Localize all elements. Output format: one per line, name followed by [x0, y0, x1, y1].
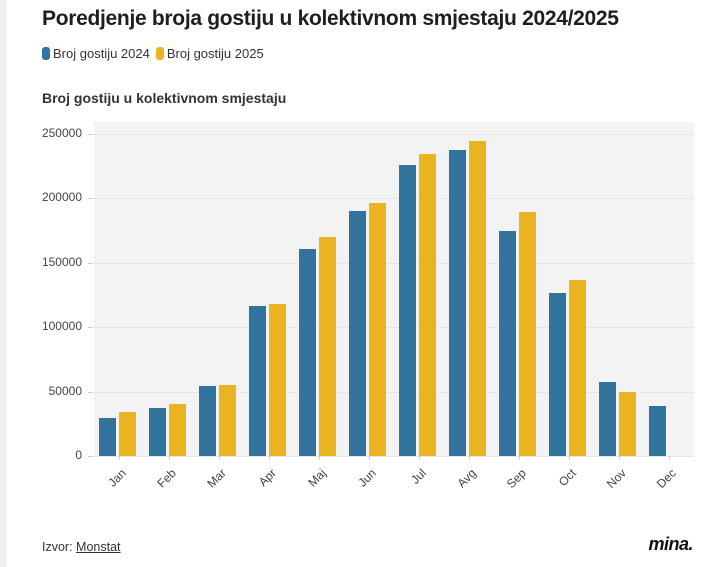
bar-avg-2025[interactable]: [469, 140, 486, 456]
y-tick-mark: [88, 456, 93, 457]
bar-sep-2024[interactable]: [499, 231, 516, 456]
bar-jun-2024[interactable]: [349, 211, 366, 456]
x-axis-label: Avg: [454, 466, 479, 491]
bar-chart: 0 50000 100000 150000 200000 250000 Jan Feb Mar A…: [41, 122, 694, 492]
bar-maj-2025[interactable]: [319, 237, 336, 456]
bar-oct-2025[interactable]: [569, 279, 586, 456]
y-tick-mark: [88, 134, 93, 135]
y-tick-mark: [88, 198, 93, 199]
chart-title: Poredjenje broja gostiju u kolektivnom s…: [42, 7, 619, 30]
bar-oct-2024[interactable]: [549, 293, 566, 456]
legend-swatch-2025: [155, 47, 164, 60]
mina-logo: mina.: [648, 534, 693, 554]
x-tick-mark: [119, 456, 120, 460]
chart-subtitle: Broj gostiju u kolektivnom smjestaju: [42, 90, 287, 106]
legend-label-2025: Broj gostiju 2025: [166, 46, 264, 61]
x-tick-mark: [319, 456, 320, 460]
x-tick-mark: [419, 456, 420, 460]
bar-jan-2024[interactable]: [99, 417, 116, 456]
bar-apr-2025[interactable]: [269, 304, 286, 456]
bar-maj-2024[interactable]: [299, 249, 316, 456]
legend-label-2024: Broj gostiju 2024: [53, 46, 150, 61]
x-axis-label: Mar: [204, 466, 229, 491]
x-axis-label: Jun: [355, 466, 379, 490]
x-axis-label: Maj: [305, 466, 329, 490]
plot-area: [94, 122, 694, 456]
y-tick-mark: [88, 263, 93, 264]
x-tick-mark: [519, 456, 520, 460]
bar-apr-2024[interactable]: [249, 305, 266, 456]
gridline: [94, 327, 694, 328]
y-axis-label: 50000: [48, 384, 82, 398]
bar-nov-2024[interactable]: [599, 382, 616, 456]
bar-jan-2025[interactable]: [119, 411, 136, 456]
source-link[interactable]: Monstat: [76, 540, 121, 554]
bar-sep-2025[interactable]: [519, 212, 536, 456]
x-tick-mark: [569, 456, 570, 460]
gridline: [94, 392, 694, 393]
source-prefix: Izvor:: [42, 540, 77, 554]
y-axis-label: 150000: [41, 255, 82, 269]
x-tick-mark: [369, 456, 370, 460]
x-tick-mark: [669, 456, 670, 460]
bar-nov-2025[interactable]: [619, 391, 636, 456]
y-axis-label: 100000: [41, 319, 82, 333]
x-axis-label: Jan: [105, 466, 129, 490]
x-tick-mark: [269, 456, 270, 460]
source-credit: Izvor: Monstat: [42, 540, 121, 554]
left-edge-strip: [0, 0, 7, 567]
bar-jun-2025[interactable]: [369, 203, 386, 456]
y-axis-label: 200000: [41, 190, 82, 204]
x-tick-mark: [169, 456, 170, 460]
x-axis-label: Feb: [154, 466, 179, 491]
gridline: [94, 134, 694, 135]
bar-jul-2024[interactable]: [399, 165, 416, 456]
x-axis-label: Jul: [408, 466, 429, 487]
bar-avg-2024[interactable]: [449, 149, 466, 456]
legend-item-2024[interactable]: Broj gostiju 2024: [42, 46, 150, 61]
x-axis-label: Sep: [503, 466, 529, 492]
bar-feb-2025[interactable]: [169, 404, 186, 456]
bar-feb-2024[interactable]: [149, 407, 166, 456]
bar-mar-2025[interactable]: [219, 385, 236, 456]
bar-mar-2024[interactable]: [199, 385, 216, 456]
x-tick-mark: [469, 456, 470, 460]
x-axis-label: Nov: [603, 466, 629, 491]
y-tick-mark: [88, 327, 93, 328]
gridline: [94, 198, 694, 199]
bar-dec-2024[interactable]: [649, 405, 666, 456]
y-axis-label: 250000: [41, 126, 82, 140]
x-axis-label: Dec: [653, 466, 679, 491]
y-tick-mark: [88, 392, 93, 393]
x-tick-mark: [619, 456, 620, 460]
x-axis-label: Oct: [555, 466, 579, 490]
gridline: [94, 263, 694, 264]
legend-swatch-2024: [42, 47, 50, 60]
x-axis-label: Apr: [255, 466, 279, 490]
y-axis-label: 0: [75, 448, 82, 462]
x-tick-mark: [219, 456, 220, 460]
gridline: [94, 456, 694, 457]
bar-jul-2025[interactable]: [419, 154, 436, 456]
legend: Broj gostiju 2024 Broj gostiju 2025: [42, 46, 270, 61]
legend-item-2025[interactable]: Broj gostiju 2025: [155, 46, 264, 61]
